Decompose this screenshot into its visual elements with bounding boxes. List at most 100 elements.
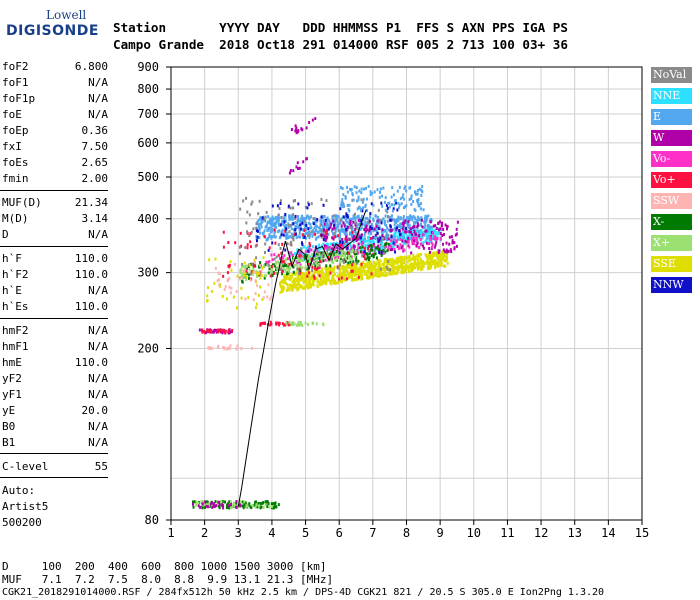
echo-point — [349, 260, 352, 264]
echo-point — [229, 260, 232, 264]
echo-point — [423, 226, 426, 230]
x-tick-label: 4 — [268, 526, 275, 540]
echo-point — [435, 226, 438, 230]
echo-point — [369, 248, 372, 252]
echo-point — [203, 500, 206, 504]
echo-point — [272, 224, 275, 228]
echo-point — [227, 240, 230, 244]
echo-point — [317, 261, 320, 265]
echo-point — [240, 296, 243, 300]
echo-point — [216, 279, 219, 283]
echo-point — [406, 229, 409, 233]
echo-point — [293, 252, 296, 256]
echo-point — [414, 190, 417, 194]
echo-point — [330, 243, 333, 247]
echo-point — [354, 223, 357, 227]
echo-point — [208, 504, 211, 508]
echo-point — [381, 267, 384, 271]
echo-point — [316, 278, 319, 282]
echo-point — [413, 256, 416, 260]
echo-point — [316, 231, 319, 235]
echo-point — [326, 221, 329, 225]
echo-point — [345, 227, 348, 231]
echo-point — [424, 222, 427, 226]
echo-point — [270, 265, 273, 269]
echo-point — [446, 227, 449, 231]
echo-point — [325, 251, 328, 255]
echo-point — [394, 250, 397, 254]
echo-point — [349, 217, 352, 221]
echo-point — [444, 223, 447, 227]
echo-point — [253, 264, 256, 268]
echo-point — [217, 278, 220, 282]
echo-point — [268, 246, 271, 250]
echo-point — [249, 278, 252, 282]
echo-point — [400, 246, 403, 250]
echo-point — [316, 270, 319, 274]
echo-point — [436, 257, 439, 261]
legend-item: X+ — [651, 235, 692, 251]
echo-point — [358, 189, 361, 193]
echo-point — [398, 185, 401, 189]
echo-point — [263, 235, 266, 239]
echo-point — [391, 209, 394, 213]
echo-point — [281, 287, 284, 291]
echo-point — [369, 261, 372, 265]
echo-point — [366, 256, 369, 260]
echo-point — [394, 232, 397, 236]
echo-point — [341, 240, 344, 244]
echo-point — [355, 186, 358, 190]
param-value: 7.50 — [81, 140, 109, 153]
echo-point — [348, 264, 351, 268]
echo-point — [260, 273, 263, 277]
echo-point — [391, 247, 394, 251]
echo-point — [285, 322, 288, 326]
echo-point — [282, 256, 285, 260]
echo-point — [393, 223, 396, 227]
echo-point — [339, 270, 342, 274]
echo-point — [377, 274, 380, 278]
echo-point — [360, 273, 363, 277]
echo-point — [396, 189, 399, 193]
echo-point — [296, 161, 299, 165]
echo-point — [292, 228, 295, 232]
echo-point — [378, 250, 381, 254]
echo-point — [239, 271, 242, 275]
echo-point — [250, 230, 253, 234]
echo-point — [420, 258, 423, 262]
echo-point — [222, 274, 225, 278]
echo-point — [422, 246, 425, 250]
echo-point — [224, 329, 227, 333]
echo-point — [305, 224, 308, 228]
echo-point — [403, 265, 406, 269]
echo-point — [315, 270, 318, 274]
echo-point — [342, 215, 345, 219]
echo-point — [379, 243, 382, 247]
echo-point — [375, 224, 378, 228]
echo-point — [366, 228, 369, 232]
param-value: 6.800 — [74, 60, 108, 73]
echo-point — [348, 225, 351, 229]
echo-point — [409, 214, 412, 218]
echo-point — [370, 202, 373, 206]
echo-point — [430, 241, 433, 245]
echo-point — [334, 235, 337, 239]
echo-point — [356, 249, 359, 253]
echo-point — [378, 225, 381, 229]
echo-point — [292, 285, 295, 289]
echo-point — [306, 269, 309, 273]
echo-point — [291, 273, 294, 277]
auto-artist: Artist5 — [2, 500, 49, 513]
echo-point — [254, 270, 257, 274]
echo-point — [418, 261, 421, 265]
echo-point — [342, 193, 345, 197]
echo-point — [417, 215, 420, 219]
echo-point — [269, 320, 272, 324]
echo-point — [325, 264, 328, 268]
echo-point — [451, 241, 454, 245]
echo-point — [264, 503, 267, 507]
echo-point — [344, 244, 347, 248]
param-name: M(D) — [2, 212, 29, 225]
echo-point — [393, 247, 396, 251]
echo-point — [361, 254, 364, 258]
